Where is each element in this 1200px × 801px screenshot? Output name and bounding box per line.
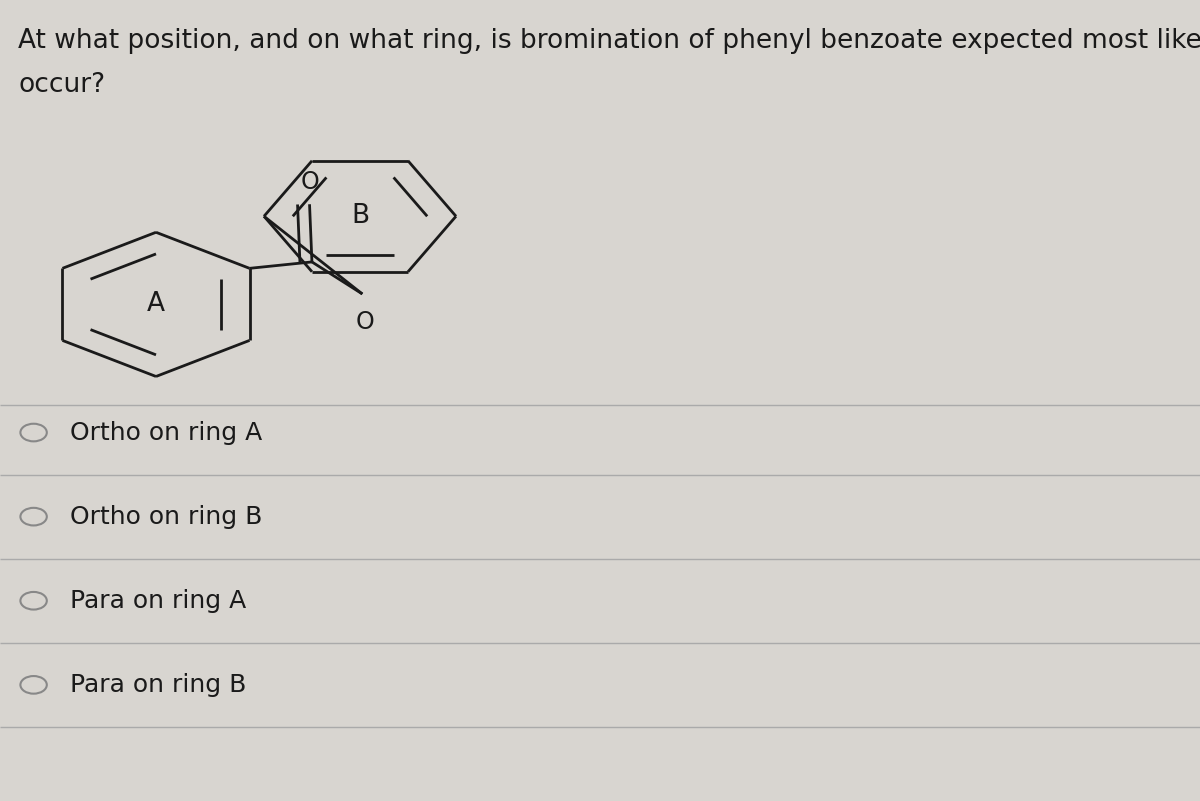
Text: Ortho on ring B: Ortho on ring B (70, 505, 262, 529)
Text: Para on ring B: Para on ring B (70, 673, 246, 697)
Text: Ortho on ring A: Ortho on ring A (70, 421, 262, 445)
Text: O: O (300, 170, 319, 194)
Text: At what position, and on what ring, is bromination of phenyl benzoate expected m: At what position, and on what ring, is b… (18, 28, 1200, 54)
Text: occur?: occur? (18, 72, 106, 98)
Text: O: O (355, 310, 374, 334)
Text: B: B (350, 203, 370, 229)
Text: Para on ring A: Para on ring A (70, 589, 246, 613)
Text: A: A (148, 292, 166, 317)
